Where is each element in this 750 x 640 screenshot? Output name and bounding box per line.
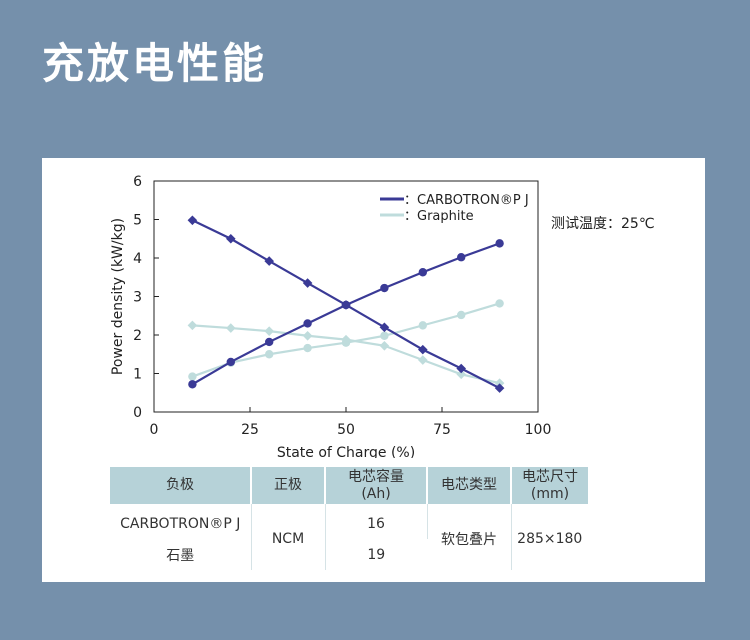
data-point bbox=[264, 256, 274, 266]
header-capacity: 电芯容量 (Ah) bbox=[325, 467, 428, 504]
x-axis-label: State of Charge (%) bbox=[277, 445, 415, 458]
data-point bbox=[457, 310, 466, 320]
data-point bbox=[187, 215, 198, 226]
header-cell-type-label: 电芯类型 bbox=[441, 477, 497, 493]
x-tick-label: 75 bbox=[433, 422, 451, 438]
data-point bbox=[495, 299, 504, 308]
y-tick-label: 0 bbox=[133, 405, 142, 421]
data-point bbox=[380, 331, 389, 340]
data-point bbox=[302, 278, 313, 288]
data-point bbox=[418, 268, 427, 277]
data-point bbox=[418, 321, 427, 330]
y-tick-label: 3 bbox=[133, 290, 142, 306]
data-point bbox=[380, 283, 389, 293]
x-tick-label: 25 bbox=[241, 422, 259, 438]
cell-anode: 石墨 bbox=[110, 539, 252, 570]
data-point bbox=[226, 323, 236, 333]
y-tick-label: 6 bbox=[133, 174, 142, 190]
data-point bbox=[456, 363, 466, 374]
data-point bbox=[265, 350, 274, 359]
data-point bbox=[226, 233, 236, 244]
legend-label: ：Graphite bbox=[404, 209, 474, 224]
header-cathode: 正极 bbox=[251, 467, 326, 504]
test-temperature-note: 测试温度：25℃ bbox=[551, 216, 655, 232]
cell-size: 285×180 bbox=[511, 504, 588, 570]
y-tick-label: 5 bbox=[133, 213, 142, 229]
series-line-charge bbox=[191, 242, 500, 386]
page-title: 充放电性能 bbox=[42, 39, 268, 88]
data-point bbox=[188, 372, 197, 381]
cell-type: 软包叠片 bbox=[427, 504, 512, 570]
cell-capacity: 16 bbox=[325, 504, 428, 539]
legend-label: ：CARBOTRON®P J bbox=[404, 193, 529, 208]
data-point bbox=[187, 320, 198, 331]
header-cell-size-label: 电芯尺寸 (mm) bbox=[522, 468, 578, 502]
table-row: 石墨 19 bbox=[110, 539, 588, 570]
table-header-row: 负极 正极 电芯容量 (Ah) 电芯类型 电芯尺寸 (mm) bbox=[110, 467, 588, 504]
y-tick-label: 2 bbox=[133, 328, 142, 344]
table-row: CARBOTRON®P J NCM 16 软包叠片 285×180 bbox=[110, 504, 588, 570]
data-point bbox=[303, 343, 312, 353]
cell-capacity: 19 bbox=[325, 539, 427, 570]
data-point bbox=[494, 378, 505, 388]
data-point bbox=[264, 326, 274, 336]
cell-spec-table: 负极 正极 电芯容量 (Ah) 电芯类型 电芯尺寸 (mm) CARBOTRON… bbox=[110, 467, 588, 570]
x-tick-label: 100 bbox=[525, 422, 552, 438]
data-point bbox=[341, 334, 351, 345]
y-tick-label: 4 bbox=[133, 251, 142, 267]
header-cell-type: 电芯类型 bbox=[427, 467, 512, 504]
header-cell-size: 电芯尺寸 (mm) bbox=[511, 467, 588, 504]
power-density-chart: 0 1 2 3 4 5 6 0 25 50 75 100 State of Charge (%) Powe… bbox=[110, 174, 552, 458]
header-anode: 负极 bbox=[110, 467, 252, 504]
data-point bbox=[265, 337, 274, 347]
content-panel: 0 1 2 3 4 5 6 0 25 50 75 100 State of Charge (%) Powe… bbox=[42, 158, 705, 582]
data-point bbox=[303, 319, 312, 328]
header-anode-label: 负极 bbox=[166, 477, 194, 493]
data-point bbox=[418, 344, 428, 355]
data-point bbox=[494, 383, 505, 393]
x-tick-label: 50 bbox=[337, 422, 355, 438]
data-point bbox=[379, 340, 390, 351]
header-cathode-label: 正极 bbox=[274, 477, 302, 493]
cell-cathode: NCM bbox=[251, 504, 326, 570]
data-point bbox=[226, 357, 235, 367]
x-tick-label: 0 bbox=[150, 422, 159, 438]
data-point bbox=[341, 300, 351, 310]
data-point bbox=[457, 253, 466, 262]
data-point bbox=[418, 355, 428, 365]
data-point bbox=[188, 380, 197, 389]
series-line-discharge bbox=[192, 324, 500, 385]
y-tick-label: 1 bbox=[133, 367, 142, 383]
y-axis-label: Power density (kW/kg) bbox=[110, 218, 126, 375]
data-point bbox=[302, 330, 313, 341]
data-point bbox=[456, 369, 466, 380]
data-point bbox=[495, 239, 504, 248]
data-point bbox=[379, 322, 390, 333]
header-capacity-label: 电芯容量 (Ah) bbox=[348, 468, 404, 502]
cell-anode: CARBOTRON®P J bbox=[110, 504, 252, 539]
